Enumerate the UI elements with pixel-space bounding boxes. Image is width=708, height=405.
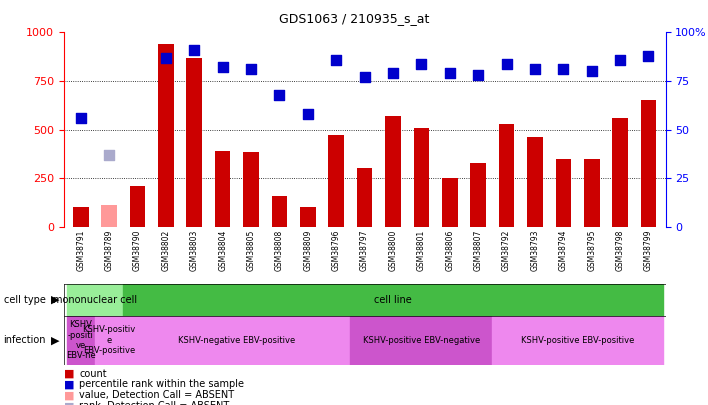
Text: KSHV-positive EBV-positive: KSHV-positive EBV-positive xyxy=(521,336,634,345)
Text: mononuclear cell: mononuclear cell xyxy=(53,295,137,305)
Bar xyxy=(123,284,663,316)
Text: GSM38789: GSM38789 xyxy=(105,230,114,271)
Bar xyxy=(413,128,429,227)
Text: ■: ■ xyxy=(64,369,74,379)
Text: GSM38795: GSM38795 xyxy=(587,230,596,271)
Bar xyxy=(215,151,231,227)
Text: GSM38796: GSM38796 xyxy=(332,230,341,271)
Point xyxy=(103,151,115,158)
Text: GSM38804: GSM38804 xyxy=(218,230,227,271)
Bar xyxy=(300,207,316,227)
Bar xyxy=(123,316,350,365)
Bar xyxy=(470,163,486,227)
Text: KSHV-positive EBV-negative: KSHV-positive EBV-negative xyxy=(362,336,480,345)
Text: GSM38802: GSM38802 xyxy=(161,230,171,271)
Bar xyxy=(158,44,173,227)
Text: GSM38793: GSM38793 xyxy=(530,230,539,271)
Text: GSM38794: GSM38794 xyxy=(559,230,568,271)
Bar xyxy=(357,168,372,227)
Bar xyxy=(67,316,95,365)
Point xyxy=(274,92,285,98)
Point xyxy=(75,115,86,121)
Text: KSHV
-positi
ve
EBV-ne: KSHV -positi ve EBV-ne xyxy=(66,320,96,360)
Point xyxy=(246,66,257,72)
Text: GSM38809: GSM38809 xyxy=(303,230,312,271)
Text: GSM38790: GSM38790 xyxy=(133,230,142,271)
Point xyxy=(586,68,598,75)
Point xyxy=(472,72,484,79)
Text: KSHV-negative EBV-positive: KSHV-negative EBV-positive xyxy=(178,336,295,345)
Point xyxy=(501,60,512,67)
Text: GSM38792: GSM38792 xyxy=(502,230,511,271)
Bar xyxy=(329,135,344,227)
Point xyxy=(615,56,626,63)
Text: infection: infection xyxy=(4,335,46,345)
Point xyxy=(643,53,654,59)
Bar xyxy=(556,159,571,227)
Text: rank, Detection Call = ABSENT: rank, Detection Call = ABSENT xyxy=(79,401,229,405)
Text: GSM38797: GSM38797 xyxy=(360,230,369,271)
Point xyxy=(359,74,370,80)
Bar xyxy=(442,178,457,227)
Text: count: count xyxy=(79,369,107,379)
Bar xyxy=(385,116,401,227)
Text: GDS1063 / 210935_s_at: GDS1063 / 210935_s_at xyxy=(279,12,429,25)
Text: GSM38808: GSM38808 xyxy=(275,230,284,271)
Bar xyxy=(130,186,145,227)
Text: GSM38801: GSM38801 xyxy=(417,230,426,271)
Text: percentile rank within the sample: percentile rank within the sample xyxy=(79,379,244,390)
Bar xyxy=(350,316,492,365)
Point xyxy=(387,70,399,77)
Text: GSM38803: GSM38803 xyxy=(190,230,199,271)
Text: GSM38807: GSM38807 xyxy=(474,230,483,271)
Text: GSM38806: GSM38806 xyxy=(445,230,455,271)
Text: GSM38798: GSM38798 xyxy=(615,230,624,271)
Text: GSM38805: GSM38805 xyxy=(246,230,256,271)
Text: ▶: ▶ xyxy=(51,335,59,345)
Text: ▶: ▶ xyxy=(51,295,59,305)
Point xyxy=(444,70,455,77)
Point xyxy=(558,66,569,72)
Bar xyxy=(527,137,543,227)
Bar xyxy=(73,207,88,227)
Text: KSHV-positiv
e
EBV-positive: KSHV-positiv e EBV-positive xyxy=(83,325,136,355)
Bar xyxy=(641,100,656,227)
Text: value, Detection Call = ABSENT: value, Detection Call = ABSENT xyxy=(79,390,234,401)
Bar xyxy=(244,152,259,227)
Bar xyxy=(498,124,514,227)
Point xyxy=(217,64,229,70)
Point xyxy=(331,56,342,63)
Text: GSM38791: GSM38791 xyxy=(76,230,85,271)
Text: ■: ■ xyxy=(64,379,74,390)
Bar xyxy=(101,205,117,227)
Bar xyxy=(186,58,202,227)
Bar xyxy=(612,118,628,227)
Bar xyxy=(95,316,123,365)
Text: cell type: cell type xyxy=(4,295,45,305)
Bar xyxy=(67,284,123,316)
Bar xyxy=(584,159,600,227)
Point xyxy=(416,60,427,67)
Bar xyxy=(272,196,287,227)
Bar xyxy=(492,316,663,365)
Text: ■: ■ xyxy=(64,401,74,405)
Point xyxy=(530,66,541,72)
Point xyxy=(160,54,171,61)
Text: GSM38799: GSM38799 xyxy=(644,230,653,271)
Point xyxy=(302,111,314,117)
Point xyxy=(188,47,200,53)
Text: cell line: cell line xyxy=(374,295,412,305)
Text: GSM38800: GSM38800 xyxy=(389,230,397,271)
Text: ■: ■ xyxy=(64,390,74,401)
